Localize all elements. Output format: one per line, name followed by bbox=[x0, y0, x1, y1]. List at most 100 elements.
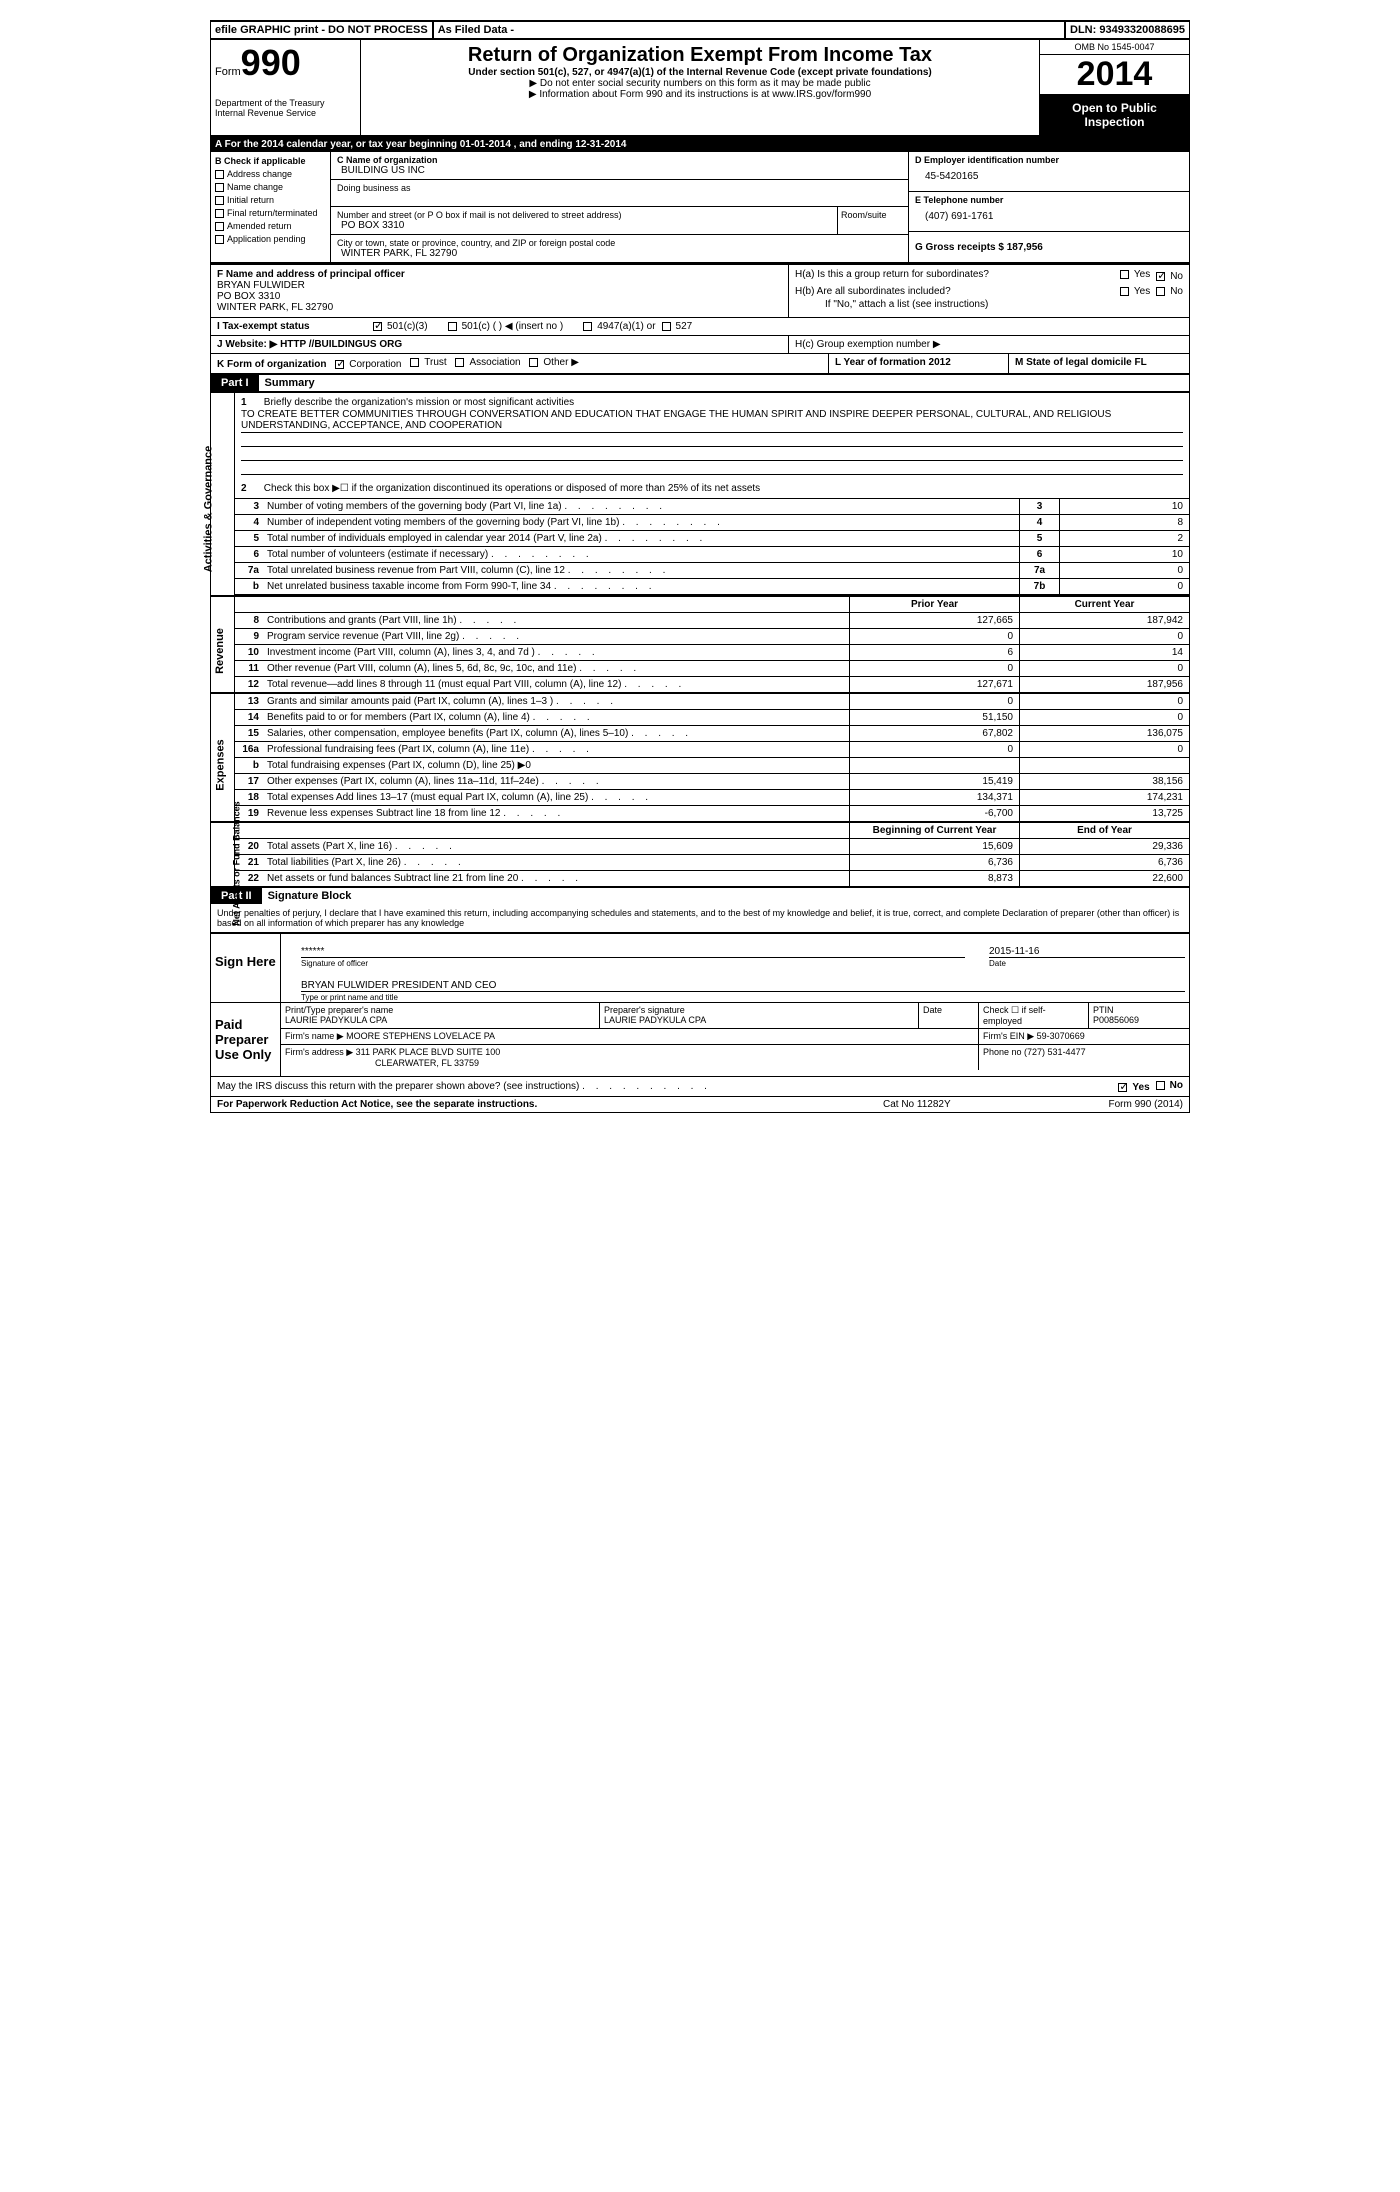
end-year-header: End of Year bbox=[1019, 823, 1189, 838]
ein-value: 45-5420165 bbox=[915, 165, 1183, 188]
data-line: 20Total assets (Part X, line 16) . . . .… bbox=[235, 839, 1189, 855]
sig-date-label: Date bbox=[989, 959, 1189, 968]
col-b: B Check if applicable Address change Nam… bbox=[211, 152, 331, 262]
data-line: bTotal fundraising expenses (Part IX, co… bbox=[235, 758, 1189, 774]
firm-city: CLEARWATER, FL 33759 bbox=[285, 1058, 974, 1068]
footer: For Paperwork Reduction Act Notice, see … bbox=[211, 1096, 1189, 1112]
form-990: 990 bbox=[241, 42, 301, 83]
sidebar-gov: Activities & Governance bbox=[211, 393, 235, 595]
officer-name: BRYAN FULWIDER bbox=[217, 280, 782, 291]
data-line: 10Investment income (Part VIII, column (… bbox=[235, 645, 1189, 661]
k-label: K Form of organization bbox=[217, 359, 326, 370]
activities-governance: Activities & Governance 1 Briefly descri… bbox=[211, 391, 1189, 595]
tax-status-label: I Tax-exempt status bbox=[217, 321, 310, 332]
data-line: 12Total revenue—add lines 8 through 11 (… bbox=[235, 677, 1189, 692]
part-i-header: Part I Summary bbox=[211, 375, 1189, 391]
data-line: 21Total liabilities (Part X, line 26) . … bbox=[235, 855, 1189, 871]
data-line: 18Total expenses Add lines 13–17 (must e… bbox=[235, 790, 1189, 806]
mission-label: Briefly describe the organization's miss… bbox=[264, 397, 574, 408]
sig-date: 2015-11-16 bbox=[989, 946, 1185, 958]
check-amended[interactable]: Amended return bbox=[215, 221, 326, 231]
city-label: City or town, state or province, country… bbox=[337, 238, 902, 248]
name-title-label: Type or print name and title bbox=[301, 993, 1189, 1002]
firm-name: MOORE STEPHENS LOVELACE PA bbox=[346, 1031, 495, 1041]
website: J Website: ▶ HTTP //BUILDINGUS ORG bbox=[217, 339, 402, 350]
check-final[interactable]: Final return/terminated bbox=[215, 208, 326, 218]
firm-addr-label: Firm's address ▶ bbox=[285, 1047, 353, 1057]
part-ii-header: Part II Signature Block bbox=[211, 886, 1189, 904]
sidebar-rev: Revenue bbox=[211, 597, 235, 692]
net-assets-section: Net Assets or Fund Balances Beginning of… bbox=[211, 821, 1189, 886]
ptin-label: PTIN bbox=[1093, 1005, 1185, 1015]
dept-treasury: Department of the Treasury Internal Reve… bbox=[215, 98, 356, 118]
data-line: 22Net assets or fund balances Subtract l… bbox=[235, 871, 1189, 886]
dln-number: DLN: 93493320088695 bbox=[1065, 21, 1189, 40]
data-line: 8Contributions and grants (Part VIII, li… bbox=[235, 613, 1189, 629]
firm-ein-label: Firm's EIN ▶ bbox=[983, 1031, 1034, 1041]
balance-header: Beginning of Current Year End of Year bbox=[235, 823, 1189, 839]
prep-sig: LAURIE PADYKULA CPA bbox=[604, 1015, 914, 1025]
officer-sig-label: Signature of officer bbox=[301, 959, 969, 968]
check-pending[interactable]: Application pending bbox=[215, 234, 326, 244]
tax-year: 2014 bbox=[1040, 55, 1189, 95]
principal-officer: F Name and address of principal officer … bbox=[211, 265, 789, 317]
phone-value: (407) 691-1761 bbox=[915, 205, 1183, 228]
ha-label: H(a) Is this a group return for subordin… bbox=[795, 269, 989, 282]
public-inspection: Open to Public Inspection bbox=[1040, 95, 1189, 135]
prior-year-header: Prior Year bbox=[849, 597, 1019, 612]
addr-label: Number and street (or P O box if mail is… bbox=[337, 210, 831, 220]
check-address[interactable]: Address change bbox=[215, 169, 326, 179]
officer-signature: ****** bbox=[301, 946, 965, 958]
as-filed-label: As Filed Data - bbox=[433, 21, 1065, 40]
form-org: K Form of organization Corporation Trust… bbox=[211, 354, 829, 373]
gross-receipts: G Gross receipts $ 187,956 bbox=[915, 242, 1043, 253]
org-name-label: C Name of organization bbox=[337, 155, 438, 165]
efile-notice: efile GRAPHIC print - DO NOT PROCESS bbox=[211, 21, 433, 40]
form-label: Form bbox=[215, 66, 241, 78]
gov-line: 5Total number of individuals employed in… bbox=[235, 531, 1189, 547]
check-initial[interactable]: Initial return bbox=[215, 195, 326, 205]
data-line: 9Program service revenue (Part VIII, lin… bbox=[235, 629, 1189, 645]
part-ii-title: Signature Block bbox=[262, 888, 1189, 904]
header-title: Return of Organization Exempt From Incom… bbox=[365, 44, 1035, 67]
hc-label: H(c) Group exemption number ▶ bbox=[789, 336, 1189, 353]
mission-text: TO CREATE BETTER COMMUNITIES THROUGH CON… bbox=[241, 408, 1183, 433]
gross-box: G Gross receipts $ 187,956 bbox=[909, 232, 1189, 256]
year-formation: L Year of formation 2012 bbox=[835, 357, 951, 368]
part-i-label: Part I bbox=[211, 375, 259, 391]
data-line: 14Benefits paid to or for members (Part … bbox=[235, 710, 1189, 726]
header-sub3: ▶ Information about Form 990 and its ins… bbox=[365, 89, 1035, 100]
data-line: 16aProfessional fundraising fees (Part I… bbox=[235, 742, 1189, 758]
header-sub2: ▶ Do not enter social security numbers o… bbox=[365, 78, 1035, 89]
prep-name: LAURIE PADYKULA CPA bbox=[285, 1015, 595, 1025]
revenue-section: Revenue Prior Year Current Year 8Contrib… bbox=[211, 595, 1189, 692]
header-mid: Return of Organization Exempt From Incom… bbox=[361, 40, 1039, 135]
section-b-c-d: B Check if applicable Address change Nam… bbox=[211, 152, 1189, 263]
dba-box: Doing business as bbox=[331, 180, 908, 207]
prep-date-label: Date bbox=[919, 1003, 979, 1028]
part-i-title: Summary bbox=[259, 375, 1189, 391]
check-name[interactable]: Name change bbox=[215, 182, 326, 192]
paid-preparer-label: Paid Preparer Use Only bbox=[211, 1003, 281, 1076]
gov-line: 3Number of voting members of the governi… bbox=[235, 499, 1189, 515]
data-line: 19Revenue less expenses Subtract line 18… bbox=[235, 806, 1189, 821]
dba-label: Doing business as bbox=[337, 183, 902, 193]
data-line: 17Other expenses (Part IX, column (A), l… bbox=[235, 774, 1189, 790]
ein-box: D Employer identification number 45-5420… bbox=[909, 152, 1189, 192]
revenue-header: Prior Year Current Year bbox=[235, 597, 1189, 613]
officer-addr: PO BOX 3310 bbox=[217, 291, 782, 302]
sign-here-block: Sign Here ****** Signature of officer 20… bbox=[211, 934, 1189, 1003]
header-right: OMB No 1545-0047 2014 Open to Public Ins… bbox=[1039, 40, 1189, 135]
org-name-box: C Name of organization BUILDING US INC bbox=[331, 152, 908, 180]
prep-check: Check ☐ if self-employed bbox=[979, 1003, 1089, 1028]
officer-city: WINTER PARK, FL 32790 bbox=[217, 302, 782, 313]
gov-line: 7aTotal unrelated business revenue from … bbox=[235, 563, 1189, 579]
row-j-hc: J Website: ▶ HTTP //BUILDINGUS ORG H(c) … bbox=[211, 336, 1189, 354]
addr-value: PO BOX 3310 bbox=[337, 220, 831, 231]
discuss-row: May the IRS discuss this return with the… bbox=[211, 1077, 1189, 1096]
col-b-label: B Check if applicable bbox=[215, 156, 326, 166]
mission-block: 1 Briefly describe the organization's mi… bbox=[235, 393, 1189, 479]
begin-year-header: Beginning of Current Year bbox=[849, 823, 1019, 838]
row-a: A For the 2014 calendar year, or tax yea… bbox=[211, 137, 1189, 152]
header-sub1: Under section 501(c), 527, or 4947(a)(1)… bbox=[365, 67, 1035, 78]
